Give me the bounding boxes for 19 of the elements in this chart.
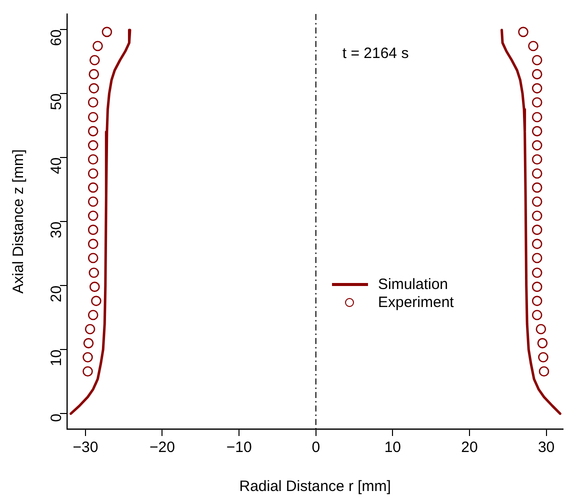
x-tick-label: 30 [538, 439, 555, 456]
y-tick-label: 60 [48, 29, 66, 46]
y-axis-title: Axial Distance z [mm] [10, 149, 28, 294]
x-axis-title: Radial Distance r [mm] [239, 478, 391, 496]
y-tick-label: 50 [48, 93, 66, 110]
annotation: t = 2164 s [342, 45, 409, 62]
y-tick-label: 40 [48, 157, 66, 174]
x-tick-label: 20 [461, 439, 478, 456]
y-tick-label: 10 [48, 350, 66, 366]
x-tick-label: 10 [384, 439, 402, 456]
x-tick-label: −10 [226, 439, 252, 456]
legend-label: Experiment [378, 294, 454, 311]
y-tick-label: 30 [48, 222, 66, 238]
x-tick-label: −30 [72, 439, 98, 456]
y-tick-label: 0 [48, 414, 66, 422]
legend-label: Simulation [378, 276, 448, 293]
x-tick-label: 0 [312, 439, 320, 456]
x-tick-label: −20 [150, 439, 175, 456]
y-tick-label: 20 [48, 286, 66, 302]
